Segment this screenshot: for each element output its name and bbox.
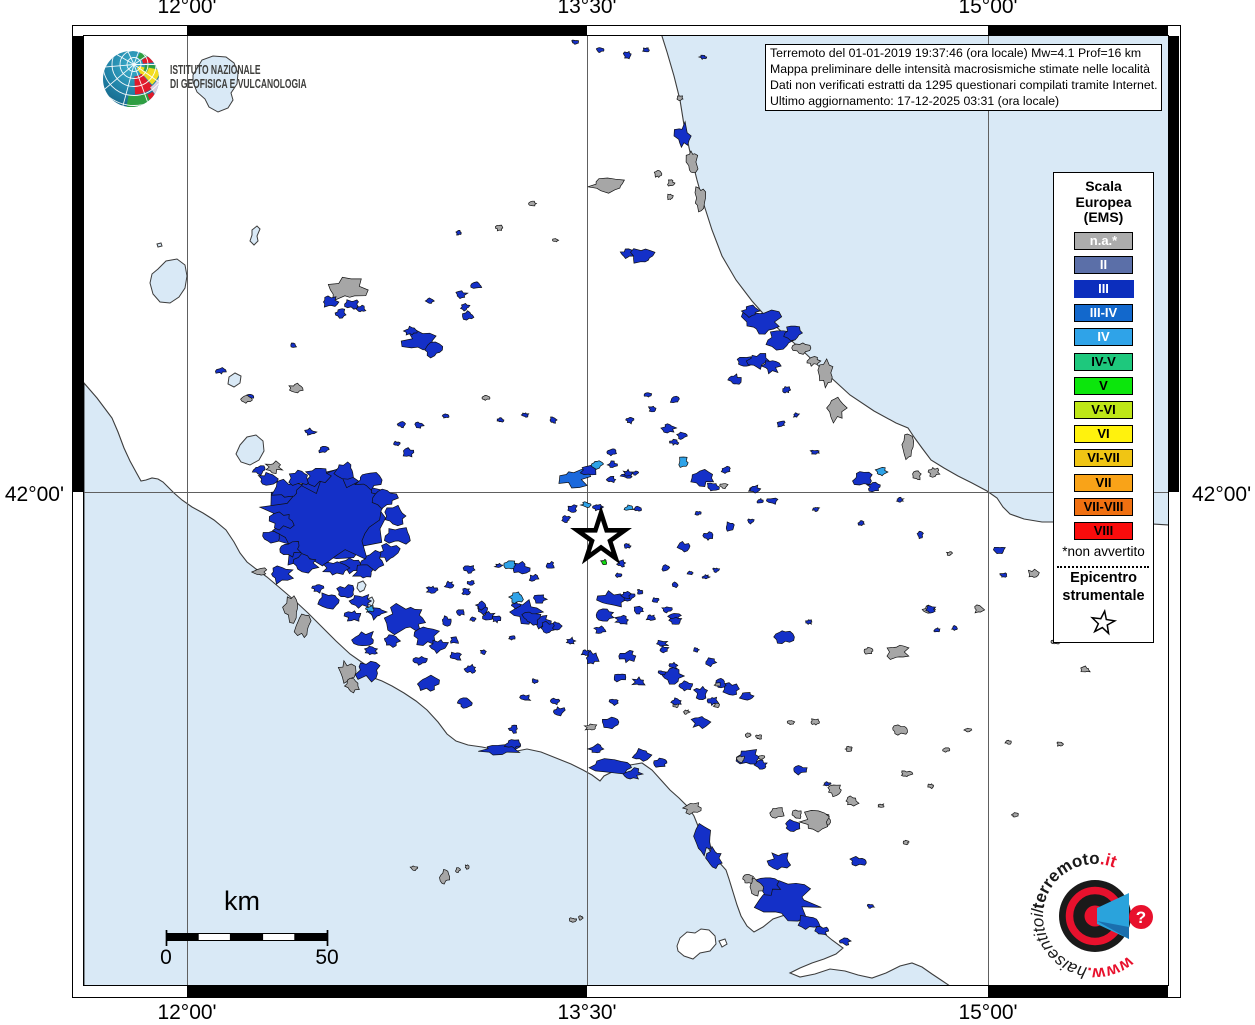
svg-text:?: ? bbox=[1136, 908, 1146, 927]
